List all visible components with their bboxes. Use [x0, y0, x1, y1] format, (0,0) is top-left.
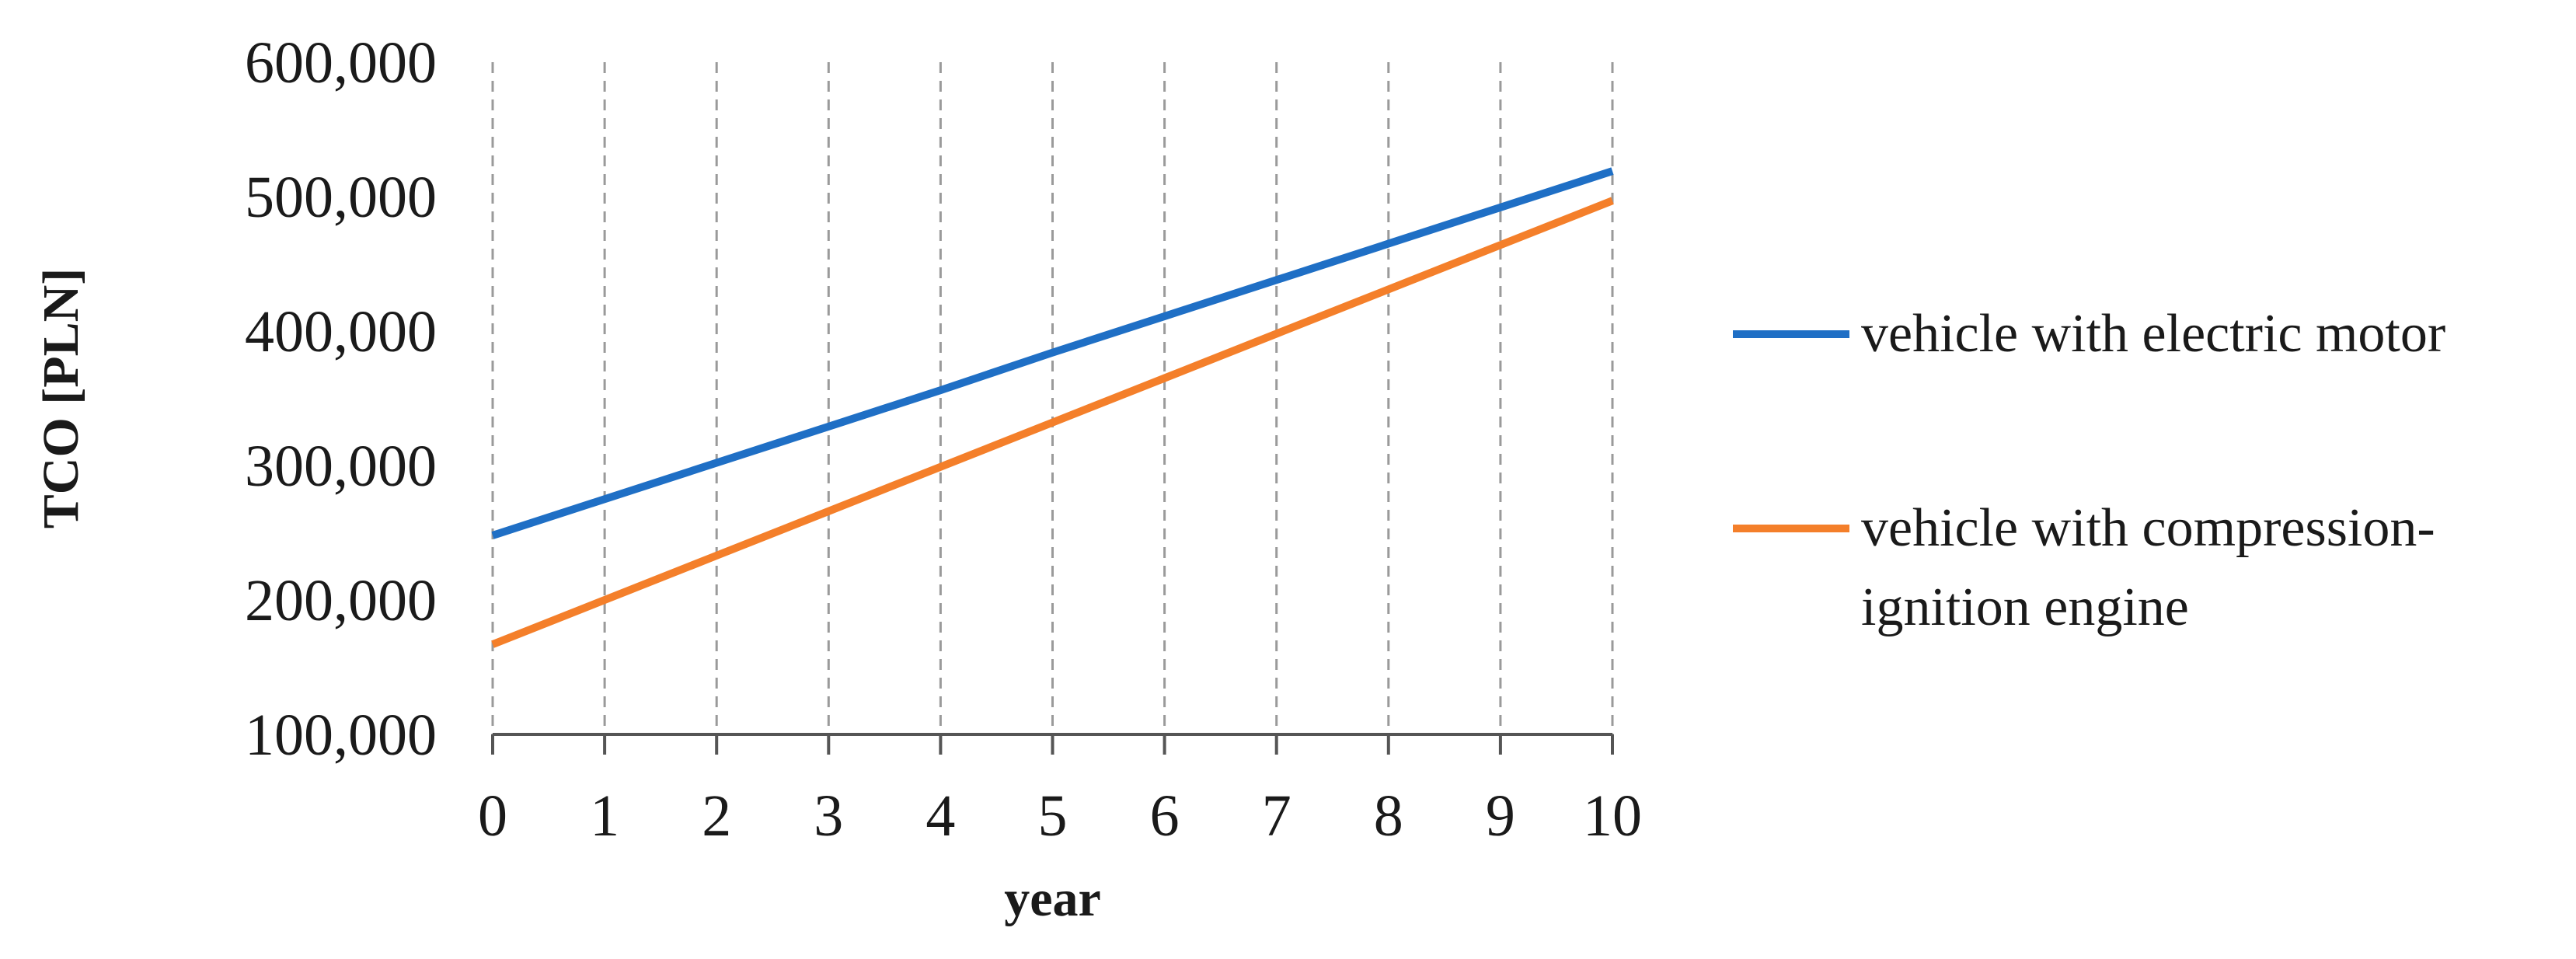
series-lines	[491, 167, 1614, 648]
legend-label: ignition engine	[1861, 577, 2189, 637]
x-axis-ticks	[491, 734, 1614, 755]
series-line-0	[491, 167, 1614, 539]
series-line-1	[491, 197, 1614, 648]
legend-label: vehicle with electric motor	[1861, 304, 2445, 364]
y-tick-label: 500,000	[245, 165, 437, 230]
vertical-gridlines	[491, 62, 1614, 734]
y-tick-label: 400,000	[245, 299, 437, 364]
x-axis-tick-labels: 0 1 2 3 4 5 6 7 8 9 10	[478, 783, 1642, 849]
x-tick-label: 9	[1486, 783, 1515, 849]
x-tick-label: 2	[702, 783, 731, 849]
x-tick-label: 6	[1150, 783, 1180, 849]
x-tick-label: 7	[1262, 783, 1291, 849]
x-axis-title: year	[1004, 870, 1101, 927]
y-tick-label: 300,000	[245, 434, 437, 499]
legend-label: vehicle with compression-	[1861, 498, 2435, 558]
x-tick-label: 3	[814, 783, 843, 849]
y-axis-title: TCO [PLN]	[33, 268, 89, 528]
legend: vehicle with electric motor vehicle with …	[1733, 304, 2445, 637]
y-tick-label: 200,000	[245, 568, 437, 633]
x-tick-label: 4	[925, 783, 955, 849]
x-tick-label: 10	[1583, 783, 1642, 849]
y-tick-label: 100,000	[245, 703, 437, 768]
x-tick-label: 1	[590, 783, 619, 849]
x-tick-label: 8	[1374, 783, 1403, 849]
y-axis-tick-labels: 100,000 200,000 300,000 400,000 500,000 600,0…	[245, 30, 437, 768]
y-tick-label: 600,000	[245, 30, 437, 96]
x-tick-label: 0	[478, 783, 507, 849]
x-tick-label: 5	[1038, 783, 1068, 849]
